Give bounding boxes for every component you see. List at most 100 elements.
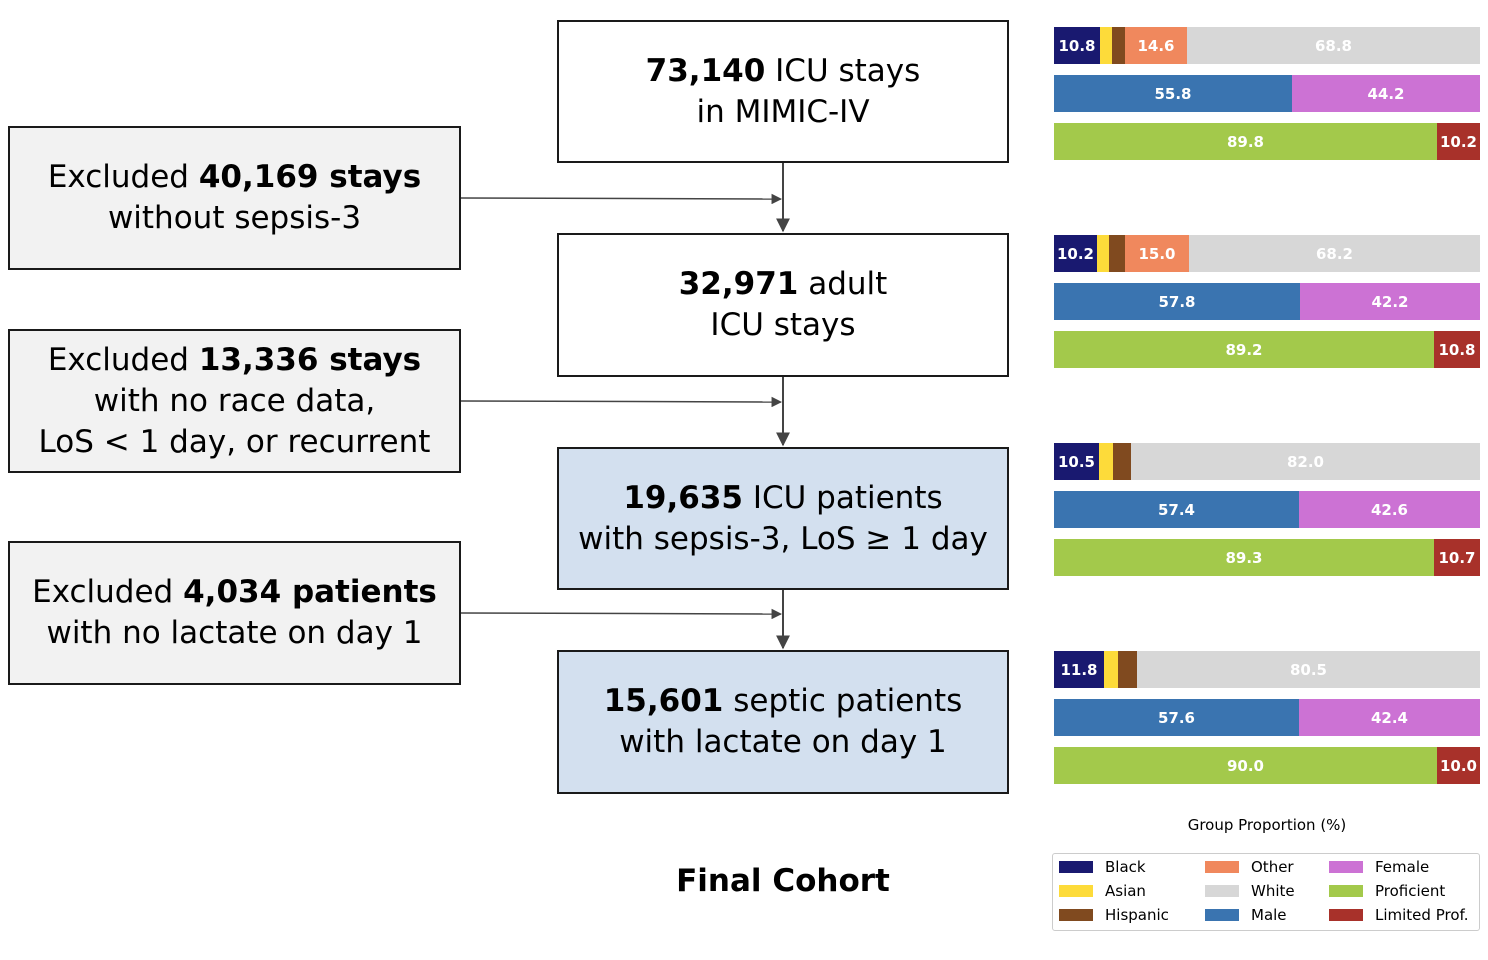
bar-row-sex: 55.8 44.2	[1054, 75, 1480, 112]
bar-segment-hispanic	[1113, 443, 1131, 480]
excluded-reason: with no race data,	[93, 382, 376, 419]
x-axis-label: Group Proportion (%)	[1187, 816, 1347, 834]
arrow-excl-3	[460, 608, 783, 620]
legend-item: Asian	[1059, 881, 1146, 901]
main-box-line2: with lactate on day 1	[619, 724, 947, 760]
bar-row-race: 10.2 15.0 68.2	[1054, 235, 1480, 272]
bar-segment-black: 10.8	[1054, 27, 1100, 64]
bar-segment-hispanic	[1109, 235, 1125, 272]
excluded-reason: without sepsis-3	[107, 200, 362, 236]
main-box-count: 19,635	[623, 479, 743, 516]
bar-segment-female: 42.2	[1300, 283, 1480, 320]
bar-row-race: 10.8 14.6 68.8	[1054, 27, 1480, 64]
legend-item: Other	[1205, 857, 1294, 877]
bar-segment-other: 15.0	[1125, 235, 1189, 272]
main-box-text: adult	[798, 266, 888, 302]
legend-swatch	[1059, 909, 1093, 921]
legend-label: White	[1251, 882, 1295, 900]
legend-label: Proficient	[1375, 882, 1446, 900]
legend-swatch	[1059, 861, 1093, 873]
bar-segment-proficient: 89.3	[1054, 539, 1434, 576]
main-box-text: septic patients	[723, 683, 963, 719]
excluded-box-race-los: Excluded 13,336 stays with no race data,…	[8, 329, 461, 473]
legend-item: Female	[1329, 857, 1429, 877]
excluded-count: 40,169 stays	[198, 159, 422, 195]
bar-segment-hispanic	[1112, 27, 1125, 64]
excluded-count: 13,336 stays	[198, 341, 422, 378]
bar-row-sex: 57.8 42.2	[1054, 283, 1480, 320]
bar-segment-proficient: 89.2	[1054, 331, 1434, 368]
main-box-line2: with sepsis-3, LoS ≥ 1 day	[578, 520, 988, 557]
bar-segment-limited-prof: 10.0	[1437, 747, 1480, 784]
legend-label: Black	[1105, 858, 1146, 876]
legend-swatch	[1205, 885, 1239, 897]
bar-row-language: 89.3 10.7	[1054, 539, 1480, 576]
main-box-sepsis: 19,635 ICU patients with sepsis-3, LoS ≥…	[557, 447, 1009, 590]
legend-label: Other	[1251, 858, 1294, 876]
legend-item: Hispanic	[1059, 905, 1169, 925]
bar-segment-male: 57.6	[1054, 699, 1299, 736]
main-box-line2: in MIMIC-IV	[696, 93, 870, 130]
main-box-text: ICU stays	[765, 52, 921, 89]
bar-row-race: 11.8 80.5	[1054, 651, 1480, 688]
main-box-text: ICU patients	[742, 479, 943, 516]
legend-label: Hispanic	[1105, 906, 1169, 924]
legend-label: Female	[1375, 858, 1430, 876]
bar-row-language: 89.8 10.2	[1054, 123, 1480, 160]
bar-row-sex: 57.4 42.6	[1054, 491, 1480, 528]
legend-item: White	[1205, 881, 1295, 901]
bar-row-sex: 57.6 42.4	[1054, 699, 1480, 736]
bar-segment-asian	[1104, 651, 1118, 688]
excluded-prefix: Excluded	[32, 574, 184, 610]
bar-segment-male: 57.4	[1054, 491, 1299, 528]
chart-legend: Black Asian Hispanic Other White Male Female Pr…	[1052, 853, 1480, 931]
bar-segment-male: 55.8	[1054, 75, 1292, 112]
bar-segment-asian	[1097, 235, 1109, 272]
arrow-excl-1	[460, 193, 783, 205]
arrow-excl-2	[460, 396, 783, 408]
bar-segment-other: 14.6	[1125, 27, 1187, 64]
bar-segment-limited-prof: 10.8	[1434, 331, 1480, 368]
bar-segment-proficient: 89.8	[1054, 123, 1437, 160]
bar-segment-asian	[1100, 27, 1112, 64]
legend-swatch	[1329, 885, 1363, 897]
excluded-prefix: Excluded	[47, 341, 199, 378]
bar-row-language: 90.0 10.0	[1054, 747, 1480, 784]
bar-segment-female: 44.2	[1292, 75, 1480, 112]
bar-segment-white: 82.0	[1131, 443, 1480, 480]
legend-swatch	[1059, 885, 1093, 897]
legend-item: Proficient	[1329, 881, 1445, 901]
bar-segment-white: 68.8	[1187, 27, 1480, 64]
bar-row-race: 10.5 82.0	[1054, 443, 1480, 480]
legend-swatch	[1205, 861, 1239, 873]
bar-segment-black: 11.8	[1054, 651, 1104, 688]
bar-segment-white: 80.5	[1137, 651, 1480, 688]
excluded-reason: LoS < 1 day, or recurrent	[38, 423, 431, 460]
legend-swatch	[1329, 861, 1363, 873]
legend-item: Limited Prof.	[1329, 905, 1468, 925]
main-box-count: 15,601	[603, 683, 724, 719]
bar-segment-limited-prof: 10.2	[1437, 123, 1480, 160]
excluded-prefix: Excluded	[47, 159, 199, 195]
bar-segment-black: 10.2	[1054, 235, 1097, 272]
main-box-mimic: 73,140 ICU stays in MIMIC-IV	[557, 20, 1009, 163]
bar-row-language: 89.2 10.8	[1054, 331, 1480, 368]
main-box-line2: ICU stays	[710, 307, 856, 343]
legend-swatch	[1329, 909, 1363, 921]
main-box-count: 32,971	[678, 266, 799, 302]
excluded-box-sepsis: Excluded 40,169 stays without sepsis-3	[8, 126, 461, 270]
main-box-final: 15,601 septic patients with lactate on d…	[557, 650, 1009, 794]
bar-segment-limited-prof: 10.7	[1434, 539, 1480, 576]
bar-segment-asian	[1099, 443, 1113, 480]
bar-segment-female: 42.6	[1299, 491, 1480, 528]
legend-label: Asian	[1105, 882, 1146, 900]
main-box-adult: 32,971 adult ICU stays	[557, 233, 1009, 377]
bar-segment-male: 57.8	[1054, 283, 1300, 320]
final-cohort-label: Final Cohort	[676, 863, 890, 899]
legend-item: Male	[1205, 905, 1287, 925]
excluded-reason: with no lactate on day 1	[46, 615, 423, 651]
bar-segment-proficient: 90.0	[1054, 747, 1437, 784]
legend-item: Black	[1059, 857, 1146, 877]
legend-label: Male	[1251, 906, 1287, 924]
